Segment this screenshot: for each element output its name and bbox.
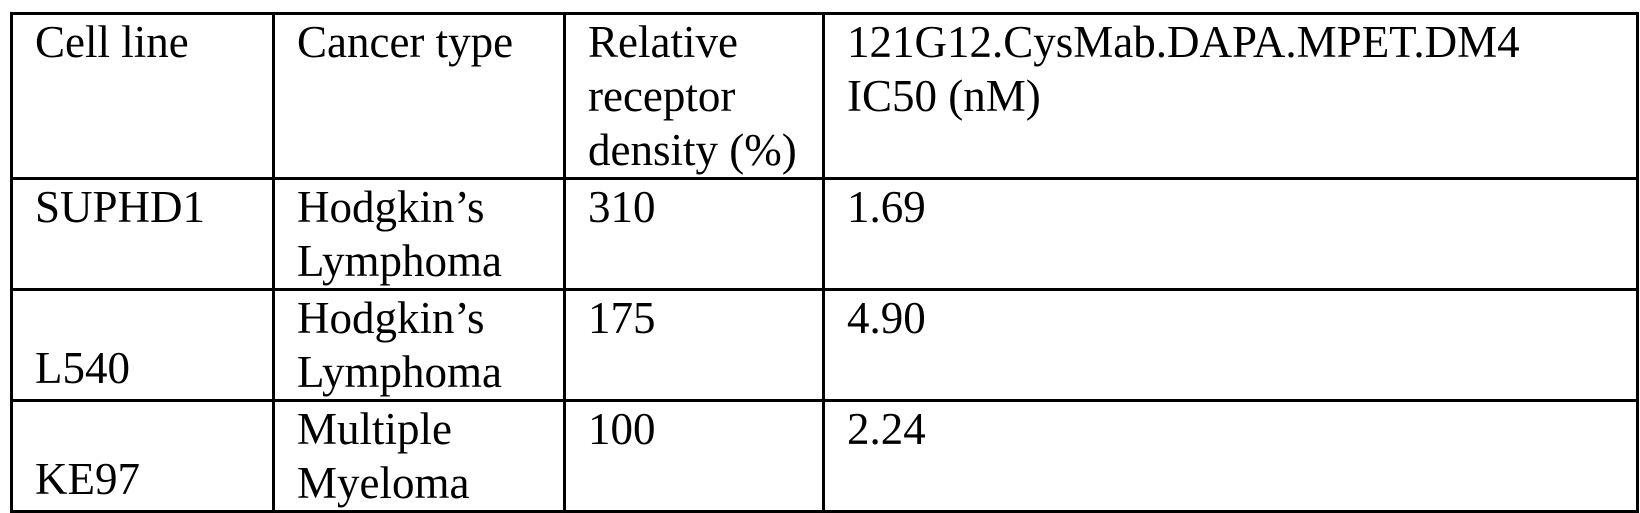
cell-line: SUPHD1 — [12, 179, 274, 290]
cancer-type: Multiple Myeloma — [274, 401, 565, 512]
table-row: SUPHD1 Hodgkin’s Lymphoma 310 1.69 — [12, 179, 1638, 290]
header-text: 121G12.CysMab.DAPA.MPET.DM4 — [847, 15, 1626, 69]
ic50: 4.90 — [824, 290, 1638, 401]
table-row: KE97 Multiple Myeloma 100 2.24 — [12, 401, 1638, 512]
density: 310 — [565, 179, 824, 290]
header-text: density (%) — [588, 123, 812, 177]
ic50: 2.24 — [824, 401, 1638, 512]
header-text: Relative — [588, 15, 812, 69]
cancer-type-line: Hodgkin’s — [297, 180, 553, 234]
cancer-type-line: Hodgkin’s — [297, 291, 553, 345]
header-text: receptor — [588, 69, 812, 123]
header-row: Cell line Cancer type Relative receptor … — [12, 14, 1638, 179]
cancer-type: Hodgkin’s Lymphoma — [274, 290, 565, 401]
density: 175 — [565, 290, 824, 401]
header-text: IC50 (nM) — [847, 69, 1626, 123]
table-row: L540 Hodgkin’s Lymphoma 175 4.90 — [12, 290, 1638, 401]
cancer-type-line: Myeloma — [297, 456, 553, 510]
density: 100 — [565, 401, 824, 512]
data-table: Cell line Cancer type Relative receptor … — [10, 12, 1639, 513]
header-text: Cell line — [35, 15, 262, 69]
header-cancer-type: Cancer type — [274, 14, 565, 179]
header-ic50: 121G12.CysMab.DAPA.MPET.DM4 IC50 (nM) — [824, 14, 1638, 179]
cancer-type-line: Lymphoma — [297, 345, 553, 399]
header-density: Relative receptor density (%) — [565, 14, 824, 179]
cancer-type: Hodgkin’s Lymphoma — [274, 179, 565, 290]
cell-line: KE97 — [12, 401, 274, 512]
cancer-type-line: Lymphoma — [297, 234, 553, 288]
cancer-type-line: Multiple — [297, 402, 553, 456]
ic50: 1.69 — [824, 179, 1638, 290]
cell-line: L540 — [12, 290, 274, 401]
header-cell-line: Cell line — [12, 14, 274, 179]
header-text: Cancer type — [297, 15, 553, 69]
